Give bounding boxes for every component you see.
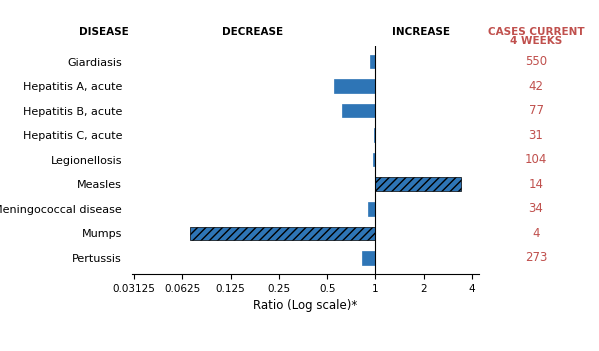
Text: DISEASE: DISEASE [78, 27, 128, 37]
Text: 273: 273 [525, 251, 547, 264]
Text: 31: 31 [529, 129, 543, 142]
Text: CASES CURRENT: CASES CURRENT [488, 27, 585, 37]
Text: 4: 4 [533, 227, 540, 240]
Bar [368, 202, 376, 216]
Bar [373, 153, 376, 166]
Bar [362, 251, 376, 265]
Text: 34: 34 [529, 202, 543, 215]
Bar [190, 226, 376, 240]
Text: 77: 77 [528, 104, 544, 117]
Bar [376, 178, 461, 191]
Bar [342, 104, 376, 117]
Text: 42: 42 [528, 80, 544, 93]
Text: 14: 14 [528, 178, 544, 191]
Bar [334, 79, 376, 93]
X-axis label: Ratio (Log scale)*: Ratio (Log scale)* [253, 299, 358, 312]
Text: 104: 104 [525, 153, 547, 166]
Bar [370, 55, 376, 68]
Bar [374, 128, 376, 142]
Text: 4 WEEKS: 4 WEEKS [510, 37, 562, 46]
Text: 550: 550 [525, 55, 547, 68]
Text: DECREASE: DECREASE [222, 27, 283, 37]
Text: INCREASE: INCREASE [392, 27, 450, 37]
